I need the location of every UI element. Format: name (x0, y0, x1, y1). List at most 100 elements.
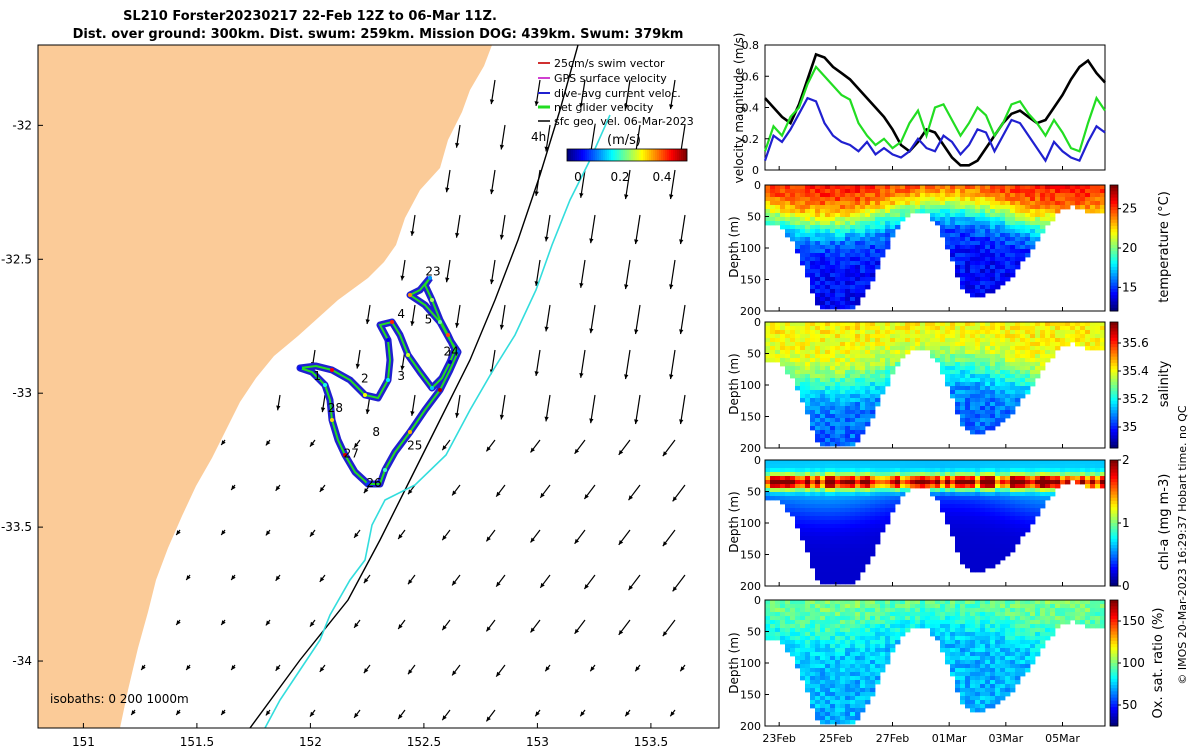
section-cell (810, 492, 816, 497)
section-cell (975, 338, 981, 343)
section-cell (1055, 476, 1061, 481)
section-cell (885, 346, 891, 351)
section-cell (970, 249, 976, 254)
section-cell (970, 426, 976, 431)
section-cell (800, 354, 806, 359)
section-cell (850, 496, 856, 501)
section-cell (1005, 338, 1011, 343)
velocity-arrow (634, 214, 641, 245)
section-cell (820, 402, 826, 407)
section-cell (840, 225, 846, 230)
section-cell (1035, 504, 1041, 509)
section-cell (810, 354, 816, 359)
section-cell (765, 326, 771, 331)
section-cell (930, 484, 936, 489)
velocity-arrowhead (363, 578, 369, 584)
section-cell (990, 464, 996, 469)
section-cell (1055, 193, 1061, 198)
section-cell (960, 334, 966, 339)
section-cell (840, 476, 846, 481)
section-cell (1015, 496, 1021, 501)
section-cell (955, 472, 961, 477)
section-cell (965, 289, 971, 294)
section-cell (955, 688, 961, 693)
section-cell (795, 496, 801, 501)
section-cell (780, 492, 786, 497)
section-cell (820, 442, 826, 447)
section-colorbar-label: 35.2 (1122, 392, 1149, 406)
section-cell (790, 225, 796, 230)
section-cell (805, 640, 811, 645)
section-cell (780, 468, 786, 473)
section-cell (805, 528, 811, 533)
section-cell (895, 189, 901, 194)
section-cell (1015, 322, 1021, 327)
section-cell (880, 480, 886, 485)
section-cell (1010, 233, 1016, 238)
section-cell (830, 265, 836, 270)
section-cell (865, 398, 871, 403)
section-cell (905, 193, 911, 198)
section-cell (960, 273, 966, 278)
section-cell (845, 532, 851, 537)
section-cell (850, 556, 856, 561)
section-cell (845, 576, 851, 581)
section-cell (880, 189, 886, 194)
map-xtick-label: 152 (299, 735, 322, 749)
section-cell (805, 342, 811, 347)
section-cell (1025, 492, 1031, 497)
section-cell (795, 189, 801, 194)
section-cell (1005, 213, 1011, 218)
section-cell (880, 632, 886, 637)
section-cell (1000, 468, 1006, 473)
section-cell (985, 253, 991, 258)
section-cell (860, 426, 866, 431)
section-cell (850, 676, 856, 681)
section-cell (955, 600, 961, 605)
section-cell (1020, 350, 1026, 355)
section-cell (780, 338, 786, 343)
section-cell (815, 472, 821, 477)
section-cell (865, 338, 871, 343)
section-cell (810, 221, 816, 226)
section-cell (1035, 354, 1041, 359)
section-cell (970, 464, 976, 469)
velocity-arrowhead (309, 711, 315, 717)
section-cell (885, 652, 891, 657)
section-cell (1040, 362, 1046, 367)
section-cell (980, 277, 986, 282)
section-cell (980, 508, 986, 513)
section-cell (1075, 322, 1081, 327)
section-cell (950, 636, 956, 641)
section-cell (1065, 330, 1071, 335)
section-cell (865, 346, 871, 351)
section-cell (865, 350, 871, 355)
section-cell (805, 249, 811, 254)
section-colorbar-cell (1110, 257, 1118, 262)
velocity-arrowhead (574, 628, 580, 634)
section-cell (815, 640, 821, 645)
section-cell (1060, 330, 1066, 335)
section-cell (805, 668, 811, 673)
section-cell (1015, 460, 1021, 465)
section-cell (1020, 201, 1026, 206)
section-cell (805, 225, 811, 230)
section-cell (805, 213, 811, 218)
velocity-arrow (679, 214, 686, 245)
section-cell (810, 472, 816, 477)
section-cell (980, 205, 986, 210)
section-cell (1025, 366, 1031, 371)
section-cell (1005, 414, 1011, 419)
section-cell (825, 253, 831, 258)
section-cell (765, 221, 771, 226)
section-cell (835, 358, 841, 363)
section-cell (980, 229, 986, 234)
section-cell (820, 692, 826, 697)
section-cell (845, 536, 851, 541)
section-cell (780, 640, 786, 645)
section-cell (990, 378, 996, 383)
section-cell (960, 406, 966, 411)
section-cell (835, 572, 841, 577)
oxygen-colorbar-label: Ox. sat. ratio (%) (1151, 608, 1166, 719)
section-cell (770, 604, 776, 609)
